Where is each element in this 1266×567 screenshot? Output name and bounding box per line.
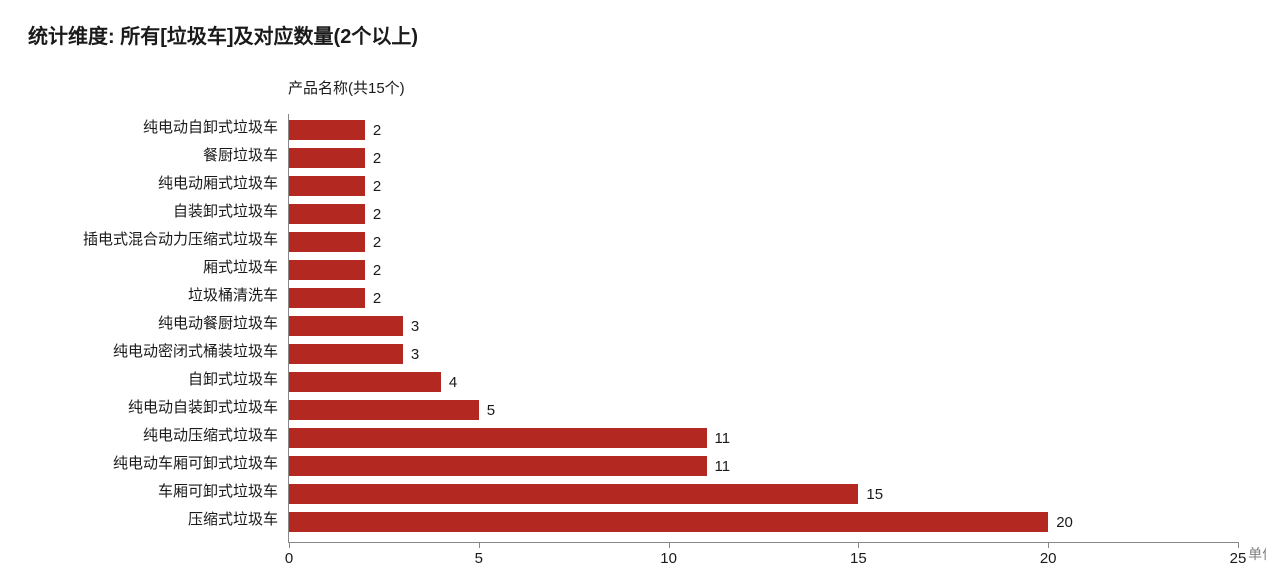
bar-value-label: 4 <box>449 374 457 391</box>
plot-area: 2 2 2 2 2 2 2 3 3 4 5 11 11 15 20 单位:辆 0510152025 <box>288 114 1238 543</box>
bar-row: 2 <box>289 200 1238 228</box>
bar-value-label: 2 <box>373 290 381 307</box>
bar-value-label: 20 <box>1056 514 1073 531</box>
bar-row: 5 <box>289 396 1238 424</box>
y-axis-label: 纯电动自装卸式垃圾车 <box>28 394 288 422</box>
y-axis-label: 纯电动厢式垃圾车 <box>28 170 288 198</box>
bar-value-label: 5 <box>487 402 495 419</box>
bar-value-label: 11 <box>715 458 731 475</box>
bar <box>289 484 858 504</box>
y-axis-label: 餐厨垃圾车 <box>28 142 288 170</box>
y-axis-label: 垃圾桶清洗车 <box>28 282 288 310</box>
chart: 产品名称(共15个) 纯电动自卸式垃圾车餐厨垃圾车纯电动厢式垃圾车自装卸式垃圾车… <box>28 77 1238 543</box>
bar-row: 11 <box>289 452 1238 480</box>
bar-row: 3 <box>289 340 1238 368</box>
x-axis-tick <box>669 542 670 548</box>
bar <box>289 120 365 140</box>
bar-value-label: 2 <box>373 122 381 139</box>
bar-row: 2 <box>289 228 1238 256</box>
y-axis-label: 自装卸式垃圾车 <box>28 198 288 226</box>
bar-value-label: 3 <box>411 318 419 335</box>
bar-row: 2 <box>289 172 1238 200</box>
x-axis-tick-label: 20 <box>1040 550 1057 567</box>
chart-title: 统计维度: 所有[垃圾车]及对应数量(2个以上) <box>28 20 1238 49</box>
x-axis-tick <box>1048 542 1049 548</box>
x-axis-tick-label: 10 <box>660 550 677 567</box>
bar-value-label: 2 <box>373 178 381 195</box>
x-axis-tick-label: 5 <box>475 550 483 567</box>
chart-subtitle: 产品名称(共15个) <box>28 77 1238 98</box>
bar-row: 11 <box>289 424 1238 452</box>
y-axis-label: 厢式垃圾车 <box>28 254 288 282</box>
bar <box>289 204 365 224</box>
bar-value-label: 2 <box>373 234 381 251</box>
bar <box>289 512 1048 532</box>
bar-row: 2 <box>289 144 1238 172</box>
x-axis-tick <box>1238 542 1239 548</box>
bar <box>289 148 365 168</box>
y-axis-label: 压缩式垃圾车 <box>28 506 288 534</box>
bar <box>289 428 707 448</box>
bar-value-label: 2 <box>373 206 381 223</box>
x-axis-tick-label: 25 <box>1230 550 1247 567</box>
x-axis-tick-label: 0 <box>285 550 293 567</box>
bar <box>289 316 403 336</box>
x-axis-tick <box>289 542 290 548</box>
y-axis-label: 纯电动压缩式垃圾车 <box>28 422 288 450</box>
y-axis-labels: 纯电动自卸式垃圾车餐厨垃圾车纯电动厢式垃圾车自装卸式垃圾车插电式混合动力压缩式垃… <box>28 114 288 543</box>
unit-label: 单位:辆 <box>1248 544 1266 564</box>
bar-row: 2 <box>289 256 1238 284</box>
x-axis: 单位:辆 0510152025 <box>289 542 1238 543</box>
bar <box>289 372 441 392</box>
x-axis-tick <box>858 542 859 548</box>
bar <box>289 344 403 364</box>
bar <box>289 288 365 308</box>
bar-value-label: 2 <box>373 150 381 167</box>
x-axis-tick-label: 15 <box>850 550 867 567</box>
bar-value-label: 11 <box>715 430 731 447</box>
bar-row: 15 <box>289 480 1238 508</box>
bar-row: 2 <box>289 284 1238 312</box>
bar-row: 3 <box>289 312 1238 340</box>
y-axis-label: 插电式混合动力压缩式垃圾车 <box>28 226 288 254</box>
y-axis-label: 纯电动自卸式垃圾车 <box>28 114 288 142</box>
y-axis-label: 自卸式垃圾车 <box>28 366 288 394</box>
bar <box>289 456 707 476</box>
y-axis-label: 纯电动餐厨垃圾车 <box>28 310 288 338</box>
y-axis-label: 纯电动车厢可卸式垃圾车 <box>28 450 288 478</box>
bar <box>289 400 479 420</box>
y-axis-label: 纯电动密闭式桶装垃圾车 <box>28 338 288 366</box>
bar-row: 2 <box>289 116 1238 144</box>
bar-row: 4 <box>289 368 1238 396</box>
bar <box>289 232 365 252</box>
bar-value-label: 2 <box>373 262 381 279</box>
bar-value-label: 15 <box>866 486 883 503</box>
bar <box>289 176 365 196</box>
chart-plot: 纯电动自卸式垃圾车餐厨垃圾车纯电动厢式垃圾车自装卸式垃圾车插电式混合动力压缩式垃… <box>28 114 1238 543</box>
y-axis-label: 车厢可卸式垃圾车 <box>28 478 288 506</box>
bar-row: 20 <box>289 508 1238 536</box>
bar-value-label: 3 <box>411 346 419 363</box>
x-axis-tick <box>479 542 480 548</box>
bar <box>289 260 365 280</box>
